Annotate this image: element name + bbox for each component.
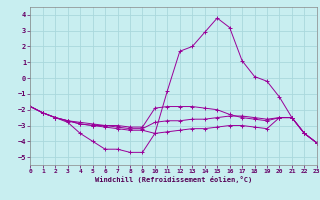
X-axis label: Windchill (Refroidissement éolien,°C): Windchill (Refroidissement éolien,°C) bbox=[95, 176, 252, 183]
